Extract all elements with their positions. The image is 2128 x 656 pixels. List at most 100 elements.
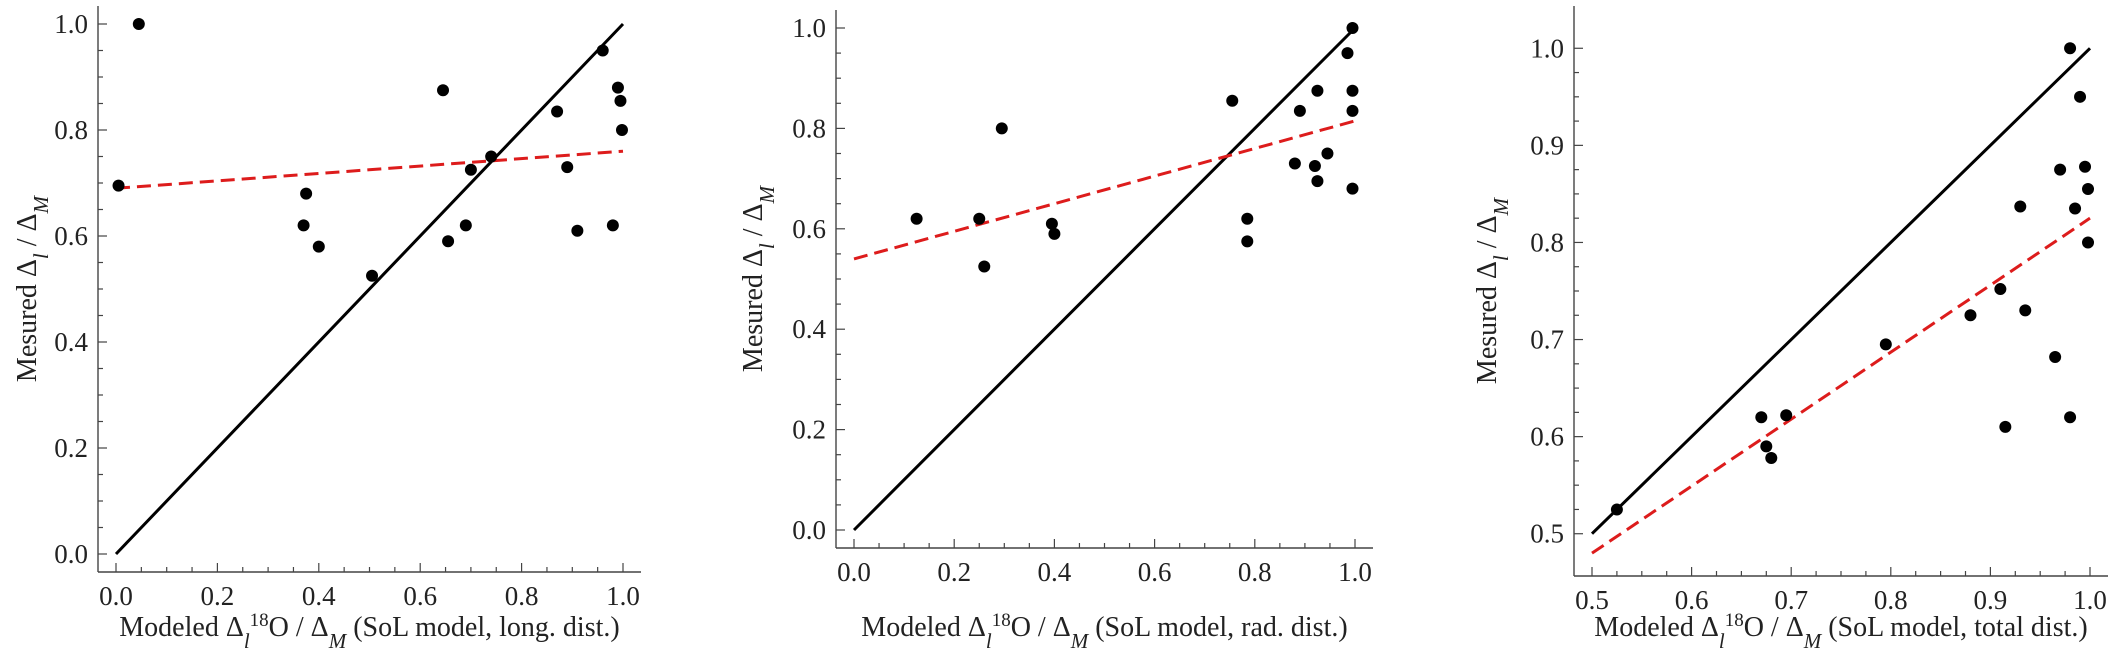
x-tick-label: 1.0: [606, 581, 640, 611]
data-point: [615, 124, 628, 136]
scatter-panel-3: 0.5 0.6 0.7 0.8 0.9 1.00.50.60.70.80.91.0Mode…: [1472, 6, 2108, 653]
data-point: [1994, 283, 2007, 296]
x-tick-label: 0.6: [403, 581, 437, 611]
y-axis-label: Mesured Δl / ΔM: [738, 184, 779, 372]
y-tick-label: 0.7: [1530, 325, 1564, 355]
identity-line: [114, 22, 625, 556]
data-point: [606, 219, 619, 232]
data-point: [571, 224, 584, 237]
x-tick-label: 0.4: [302, 581, 336, 611]
x-tick-label: 0.8: [1874, 585, 1908, 615]
data-point: [312, 240, 325, 253]
y-tick-label: 0.5: [1530, 519, 1564, 549]
x-tick-label: 1.0: [1338, 557, 1372, 587]
x-tick-label: 0.2: [937, 557, 971, 587]
y-tick-label: 1.0: [54, 9, 88, 39]
data-point: [1760, 440, 1773, 453]
data-point: [2014, 200, 2027, 213]
data-point: [551, 105, 564, 118]
x-axis-label: Modeled Δl18O / ΔM (SoL model, rad. dist…: [861, 610, 1347, 652]
y-axis-label: Mesured Δl / ΔM: [1472, 196, 1513, 384]
regression-fit-line: [115, 149, 624, 190]
data-point: [2019, 304, 2032, 317]
y-tick-label: 0.4: [54, 327, 88, 357]
y-tick-label: 0.9: [1530, 130, 1564, 160]
y-axis-label: Mesured Δl / ΔM: [12, 194, 53, 382]
data-point: [1346, 182, 1359, 195]
y-tick-label: 0.8: [54, 115, 88, 145]
x-tick-label: 0.8: [1238, 557, 1272, 587]
data-point: [300, 187, 313, 200]
data-point: [1288, 157, 1301, 170]
data-point: [2054, 163, 2067, 176]
data-point: [561, 161, 574, 174]
data-point: [437, 84, 450, 97]
y-tick-label: 0.2: [54, 433, 88, 463]
x-axis-label: Modeled Δl18O / ΔM (SoL model, long. dis…: [119, 610, 619, 652]
y-tick-label: 0.2: [792, 415, 826, 445]
x-tick-label: 0.2: [201, 581, 235, 611]
data-point: [1048, 227, 1061, 240]
data-point: [442, 235, 455, 248]
x-tick-label: 0.8: [505, 581, 539, 611]
regression-fit-line: [1591, 216, 2091, 555]
data-point: [2049, 351, 2062, 364]
x-tick-label: 0.7: [1774, 585, 1808, 615]
data-point: [1311, 84, 1324, 97]
data-point: [1610, 503, 1623, 516]
data-point: [2082, 183, 2095, 196]
data-point: [2069, 202, 2082, 215]
data-point: [1341, 47, 1354, 60]
scatter-panel-1: 0.0 0.2 0.4 0.6 0.8 1.00.00.20.40.60.81.0Mode…: [12, 6, 641, 653]
x-tick-label: 0.4: [1038, 557, 1072, 587]
data-point: [910, 212, 923, 225]
data-point: [1293, 104, 1306, 117]
data-point: [614, 94, 627, 107]
data-point: [1311, 175, 1324, 188]
data-point: [112, 179, 125, 192]
data-point: [1879, 338, 1892, 351]
data-point: [459, 219, 472, 232]
y-tick-label: 0.0: [54, 539, 88, 569]
data-point: [596, 44, 609, 57]
data-point: [1241, 212, 1254, 225]
data-point: [1964, 309, 1977, 322]
data-point: [2074, 90, 2087, 103]
data-point: [995, 122, 1008, 135]
y-tick-label: 0.6: [792, 214, 826, 244]
y-tick-label: 1.0: [1530, 33, 1564, 63]
data-point: [2064, 411, 2077, 424]
data-point: [1346, 104, 1359, 117]
data-point: [1999, 420, 2012, 433]
y-tick-label: 1.0: [792, 13, 826, 43]
data-point: [1045, 217, 1058, 230]
data-point: [973, 212, 986, 225]
data-point: [1241, 235, 1254, 248]
data-point: [1226, 94, 1239, 107]
data-point: [464, 163, 477, 176]
data-point: [1346, 84, 1359, 97]
data-point: [297, 219, 310, 232]
x-tick-label: 0.6: [1675, 585, 1709, 615]
data-point: [1321, 147, 1334, 160]
y-tick-label: 0.6: [1530, 422, 1564, 452]
y-tick-label: 0.0: [792, 515, 826, 545]
data-point: [132, 18, 145, 30]
data-point: [978, 260, 991, 273]
y-tick-label: 0.4: [792, 314, 826, 344]
data-point: [611, 81, 624, 94]
data-point: [1308, 160, 1321, 173]
x-axis-label: Modeled Δl18O / ΔM (SoL model, total dis…: [1594, 610, 2087, 652]
data-point: [485, 150, 498, 163]
x-tick-label: 0.0: [99, 581, 133, 611]
data-point: [1780, 409, 1793, 422]
data-point: [2079, 160, 2092, 173]
identity-line: [1590, 47, 2092, 535]
x-tick-label: 1.0: [2073, 585, 2107, 615]
data-point: [366, 269, 379, 282]
identity-line: [852, 26, 1357, 532]
y-tick-label: 0.6: [54, 221, 88, 251]
y-tick-label: 0.8: [1530, 227, 1564, 257]
